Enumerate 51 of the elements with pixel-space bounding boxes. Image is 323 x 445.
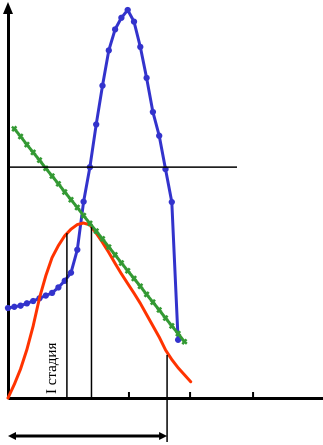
point [124, 6, 131, 14]
point [55, 180, 62, 188]
point [181, 338, 188, 345]
point [112, 26, 118, 33]
point [174, 330, 182, 337]
point [143, 291, 150, 298]
point [24, 141, 30, 148]
point [80, 212, 87, 219]
point [17, 302, 24, 309]
point [130, 275, 138, 282]
point [162, 314, 169, 322]
point [150, 298, 156, 306]
point [42, 292, 49, 299]
point [30, 149, 36, 156]
point [17, 133, 24, 140]
point [99, 82, 106, 89]
point [156, 306, 162, 314]
point [80, 198, 87, 205]
point [74, 246, 80, 253]
point [24, 300, 30, 306]
point [106, 244, 112, 250]
point [130, 18, 138, 25]
point [30, 298, 36, 304]
point [55, 284, 62, 291]
point [99, 236, 106, 242]
point [137, 44, 144, 50]
point [168, 322, 176, 330]
point [118, 260, 125, 266]
point [137, 283, 144, 290]
point [112, 252, 118, 258]
point [36, 156, 43, 164]
point [106, 47, 112, 54]
point [168, 198, 175, 206]
point [156, 132, 162, 139]
point [68, 270, 74, 276]
point [124, 268, 131, 274]
point [150, 108, 156, 116]
point [92, 228, 100, 234]
point [61, 188, 68, 196]
point [11, 125, 18, 132]
point [86, 220, 94, 227]
annotation: I стадия [44, 342, 60, 394]
point [93, 121, 100, 128]
point [118, 14, 125, 21]
point [74, 204, 81, 211]
point [11, 304, 18, 310]
point [68, 196, 74, 203]
point [143, 74, 150, 82]
point [48, 290, 56, 296]
point [48, 172, 56, 180]
point [4, 304, 12, 312]
